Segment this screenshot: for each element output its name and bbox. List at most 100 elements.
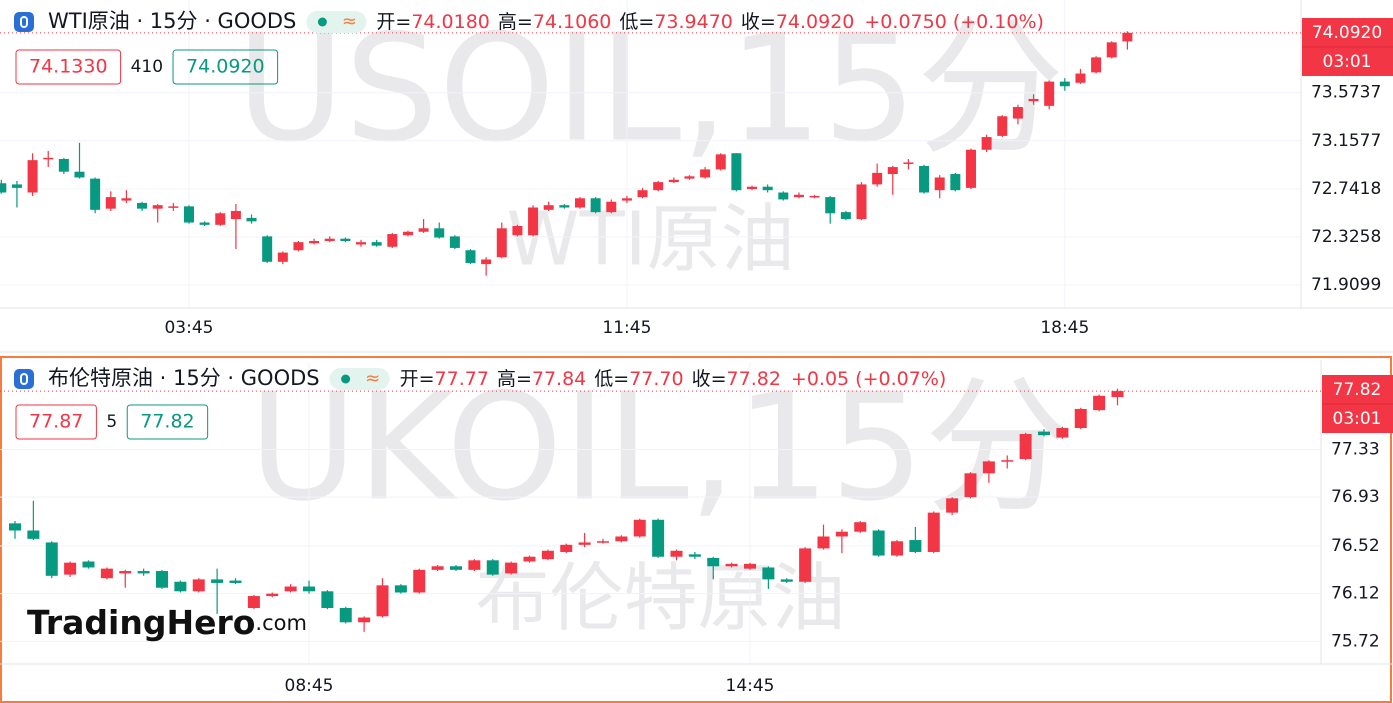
spread: 410 bbox=[131, 57, 163, 77]
candle-body bbox=[1106, 42, 1117, 58]
y-tick-label: 71.9099 bbox=[1311, 275, 1381, 295]
candle-body bbox=[402, 231, 413, 236]
candle-body bbox=[700, 169, 711, 178]
ohlc-label: 高= bbox=[497, 368, 532, 390]
candle-body bbox=[1122, 32, 1133, 42]
candle-body bbox=[119, 571, 132, 574]
change: +0.0750 (+0.10%) bbox=[864, 11, 1044, 33]
candle-body bbox=[192, 579, 205, 592]
candle-body bbox=[481, 259, 492, 265]
candle-body bbox=[559, 205, 570, 208]
ohlc-label: 收= bbox=[741, 11, 776, 33]
candle-body bbox=[950, 174, 961, 191]
ohlc-value: 77.77 bbox=[435, 368, 489, 390]
candle-body bbox=[903, 162, 914, 164]
candle-body bbox=[747, 186, 758, 190]
x-tick-label: 03:45 bbox=[164, 318, 213, 338]
x-tick-label: 18:45 bbox=[1040, 318, 1089, 338]
candle-body bbox=[872, 530, 885, 556]
status-badge bbox=[329, 368, 390, 390]
y-tick-label: 73.5737 bbox=[1311, 83, 1381, 103]
candle-body bbox=[1059, 81, 1070, 87]
logo-suffix: .com bbox=[255, 611, 307, 635]
candle-body bbox=[121, 198, 132, 201]
candle-body bbox=[418, 228, 429, 232]
candle-body bbox=[100, 568, 113, 579]
candle-body bbox=[809, 195, 820, 198]
candle-body bbox=[965, 149, 976, 188]
status-dot bbox=[317, 17, 327, 27]
candle-body bbox=[688, 554, 701, 557]
candle-body bbox=[778, 192, 789, 200]
candle-body bbox=[324, 238, 335, 242]
candle-body bbox=[277, 252, 288, 262]
candle-body bbox=[376, 585, 389, 617]
candle-body bbox=[168, 206, 179, 208]
y-tick-label: 72.3258 bbox=[1311, 227, 1381, 247]
candle-body bbox=[152, 205, 163, 209]
watermark-sub: 布伦特原油 bbox=[476, 556, 846, 642]
candle-body bbox=[230, 210, 241, 220]
candle-body bbox=[597, 541, 609, 543]
candle-body bbox=[854, 522, 867, 532]
price-tag-time: 03:01 bbox=[1323, 52, 1372, 72]
candle-body bbox=[450, 566, 462, 570]
candle-body bbox=[590, 198, 601, 213]
y-tick-label: 75.72 bbox=[1331, 631, 1380, 651]
candle-body bbox=[74, 171, 85, 178]
ohlc-value: 74.0180 bbox=[411, 11, 490, 33]
ohlc-value: 77.70 bbox=[629, 368, 683, 390]
chart-title: WTI原油 · 15分 · GOODS bbox=[48, 9, 296, 33]
candle-body bbox=[1001, 460, 1014, 462]
candle-body bbox=[468, 560, 481, 570]
price-tag-label: 74.0920 bbox=[1312, 23, 1382, 43]
candle-body bbox=[1091, 57, 1102, 73]
candle-body bbox=[1056, 428, 1069, 438]
bid-price-box bbox=[15, 49, 122, 85]
candle-body bbox=[707, 557, 720, 567]
watermark: USOIL,15分 bbox=[236, 3, 1064, 175]
status-badge-icon: ≈ bbox=[342, 11, 357, 32]
candle-body bbox=[817, 536, 830, 549]
candle-body bbox=[137, 202, 148, 209]
candle-body bbox=[321, 591, 334, 608]
candle-body bbox=[27, 160, 38, 193]
ohlc-value: 74.1060 bbox=[533, 11, 612, 33]
candle-body bbox=[731, 153, 742, 191]
candle-body bbox=[997, 116, 1008, 136]
candle-body bbox=[82, 561, 95, 568]
candle-body bbox=[909, 540, 922, 552]
y-tick-label: 76.93 bbox=[1331, 487, 1380, 507]
candle-body bbox=[465, 250, 476, 263]
ohlc-value: 73.9470 bbox=[654, 11, 733, 33]
panel: USOIL,15分 WTI原油 73.5737 73.1577 72.7418 72.32… bbox=[0, 0, 1393, 338]
candle-body bbox=[543, 205, 554, 210]
candle-body bbox=[725, 563, 738, 567]
status-badge-icon: ≈ bbox=[365, 368, 380, 389]
candle-body bbox=[927, 512, 940, 552]
candle-body bbox=[825, 197, 836, 214]
x-tick-label: 11:45 bbox=[602, 318, 651, 338]
candle-body bbox=[1012, 107, 1023, 119]
candle-body bbox=[246, 217, 257, 222]
candle-body bbox=[247, 596, 260, 608]
candle-body bbox=[0, 183, 7, 193]
candle-body bbox=[891, 541, 903, 556]
candle-body bbox=[684, 176, 695, 179]
candle-body bbox=[358, 617, 371, 623]
candle-body bbox=[621, 198, 632, 201]
candle-body bbox=[9, 523, 21, 531]
candle-body bbox=[715, 154, 726, 170]
ask-price: 77.82 bbox=[140, 411, 194, 433]
candle-body bbox=[1038, 431, 1050, 436]
candle-body bbox=[887, 167, 898, 175]
candle-body bbox=[505, 562, 518, 574]
candle-body bbox=[303, 586, 315, 592]
candle-body bbox=[339, 607, 352, 623]
candle-body bbox=[653, 182, 664, 191]
ohlc-value: 74.0920 bbox=[776, 11, 855, 33]
change: +0.05 (+0.07%) bbox=[791, 368, 946, 390]
